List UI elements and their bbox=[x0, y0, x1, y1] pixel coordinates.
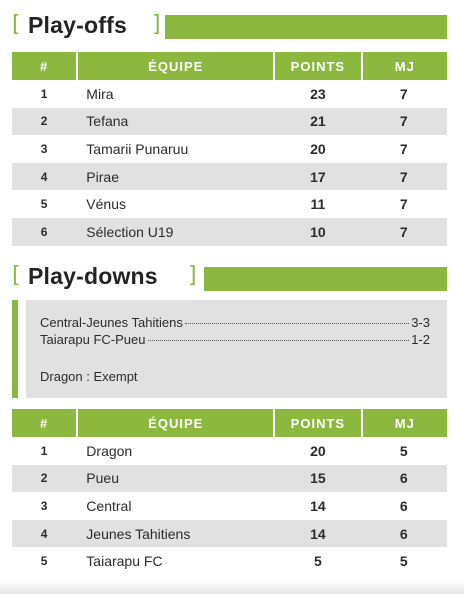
bracket-close: ] bbox=[152, 12, 161, 37]
mj-cell: 7 bbox=[362, 107, 447, 136]
team-cell: Mira bbox=[78, 80, 276, 108]
mj-cell: 6 bbox=[362, 519, 447, 548]
results-box: Central-Jeunes Tahitiens 3-3 Taiarapu FC… bbox=[12, 300, 447, 398]
result-line: Taiarapu FC-Pueu 1-2 bbox=[40, 332, 430, 348]
points-cell: 15 bbox=[275, 464, 363, 493]
points-cell: 17 bbox=[275, 162, 363, 191]
team-cell: Pueu bbox=[78, 464, 276, 493]
bracket-close: ] bbox=[188, 263, 197, 288]
bracket-open: [ bbox=[12, 12, 21, 37]
team-cell: Pirae bbox=[78, 162, 276, 191]
page-bottom-shadow bbox=[0, 580, 464, 594]
col-rank: # bbox=[12, 409, 79, 437]
table-row: 2 Pueu 15 6 bbox=[12, 464, 447, 493]
exempt-note: Dragon : Exempt bbox=[40, 369, 138, 384]
rank-cell: 4 bbox=[12, 519, 79, 548]
match-label: Taiarapu FC-Pueu bbox=[40, 332, 146, 347]
table-row: 5 Taiarapu FC 5 5 bbox=[12, 547, 447, 575]
mj-cell: 7 bbox=[362, 80, 447, 108]
points-cell: 14 bbox=[275, 519, 363, 548]
team-cell: Dragon bbox=[78, 437, 276, 465]
team-cell: Taiarapu FC bbox=[78, 547, 276, 575]
points-cell: 11 bbox=[275, 190, 363, 218]
col-rank: # bbox=[12, 52, 79, 80]
points-cell: 20 bbox=[275, 135, 363, 163]
playoffs-table: # ÉQUIPE POINTS MJ 1 Mira 23 7 2 Tefana … bbox=[12, 52, 447, 246]
col-points: POINTS bbox=[275, 409, 363, 437]
mj-cell: 7 bbox=[362, 135, 447, 163]
points-cell: 14 bbox=[275, 492, 363, 520]
team-cell: Tamarii Punaruu bbox=[78, 135, 276, 163]
rank-cell: 5 bbox=[12, 547, 79, 575]
match-score: 3-3 bbox=[411, 315, 430, 330]
col-team: ÉQUIPE bbox=[78, 52, 276, 80]
table-row: 4 Jeunes Tahitiens 14 6 bbox=[12, 519, 447, 548]
table-header-row: # ÉQUIPE POINTS MJ bbox=[12, 409, 447, 437]
mj-cell: 7 bbox=[362, 162, 447, 191]
rank-cell: 2 bbox=[12, 464, 79, 493]
col-points: POINTS bbox=[275, 52, 363, 80]
rank-cell: 1 bbox=[12, 437, 79, 465]
points-cell: 20 bbox=[275, 437, 363, 465]
table-row: 5 Vénus 11 7 bbox=[12, 190, 447, 218]
dot-leader bbox=[147, 340, 410, 341]
team-cell: Tefana bbox=[78, 107, 276, 136]
mj-cell: 6 bbox=[362, 492, 447, 520]
match-label: Central-Jeunes Tahitiens bbox=[40, 315, 183, 330]
dot-leader bbox=[184, 323, 410, 324]
table-header-row: # ÉQUIPE POINTS MJ bbox=[12, 52, 447, 80]
results-accent bbox=[12, 300, 18, 398]
mj-cell: 5 bbox=[362, 547, 447, 575]
points-cell: 10 bbox=[275, 217, 363, 246]
header-bar bbox=[204, 267, 447, 291]
table-row: 1 Dragon 20 5 bbox=[12, 437, 447, 465]
table-row: 6 Sélection U19 10 7 bbox=[12, 217, 447, 246]
table-row: 3 Central 14 6 bbox=[12, 492, 447, 520]
match-score: 1-2 bbox=[411, 332, 430, 347]
mj-cell: 6 bbox=[362, 464, 447, 493]
team-cell: Vénus bbox=[78, 190, 276, 218]
playdowns-header: [ Play-downs ] bbox=[12, 263, 447, 291]
playdowns-table: # ÉQUIPE POINTS MJ 1 Dragon 20 5 2 Pueu … bbox=[12, 409, 447, 575]
rank-cell: 2 bbox=[12, 107, 79, 136]
points-cell: 23 bbox=[275, 80, 363, 108]
rank-cell: 1 bbox=[12, 80, 79, 108]
team-cell: Central bbox=[78, 492, 276, 520]
rank-cell: 6 bbox=[12, 217, 79, 246]
mj-cell: 7 bbox=[362, 190, 447, 218]
playoffs-header: [ Play-offs ] bbox=[12, 12, 447, 40]
header-bar bbox=[165, 15, 447, 39]
result-line: Central-Jeunes Tahitiens 3-3 bbox=[40, 315, 430, 331]
mj-cell: 7 bbox=[362, 217, 447, 246]
col-team: ÉQUIPE bbox=[78, 409, 276, 437]
rank-cell: 3 bbox=[12, 492, 79, 520]
team-cell: Sélection U19 bbox=[78, 217, 276, 246]
playdowns-title: Play-downs bbox=[28, 263, 158, 289]
col-mj: MJ bbox=[362, 52, 447, 80]
results-panel bbox=[26, 300, 447, 398]
table-row: 2 Tefana 21 7 bbox=[12, 107, 447, 136]
col-mj: MJ bbox=[362, 409, 447, 437]
bracket-open: [ bbox=[12, 263, 21, 288]
rank-cell: 3 bbox=[12, 135, 79, 163]
team-cell: Jeunes Tahitiens bbox=[78, 519, 276, 548]
playoffs-title: Play-offs bbox=[28, 12, 127, 38]
points-cell: 21 bbox=[275, 107, 363, 136]
points-cell: 5 bbox=[275, 547, 363, 575]
table-row: 3 Tamarii Punaruu 20 7 bbox=[12, 135, 447, 163]
rank-cell: 5 bbox=[12, 190, 79, 218]
rank-cell: 4 bbox=[12, 162, 79, 191]
mj-cell: 5 bbox=[362, 437, 447, 465]
table-row: 1 Mira 23 7 bbox=[12, 80, 447, 108]
table-row: 4 Pirae 17 7 bbox=[12, 162, 447, 191]
